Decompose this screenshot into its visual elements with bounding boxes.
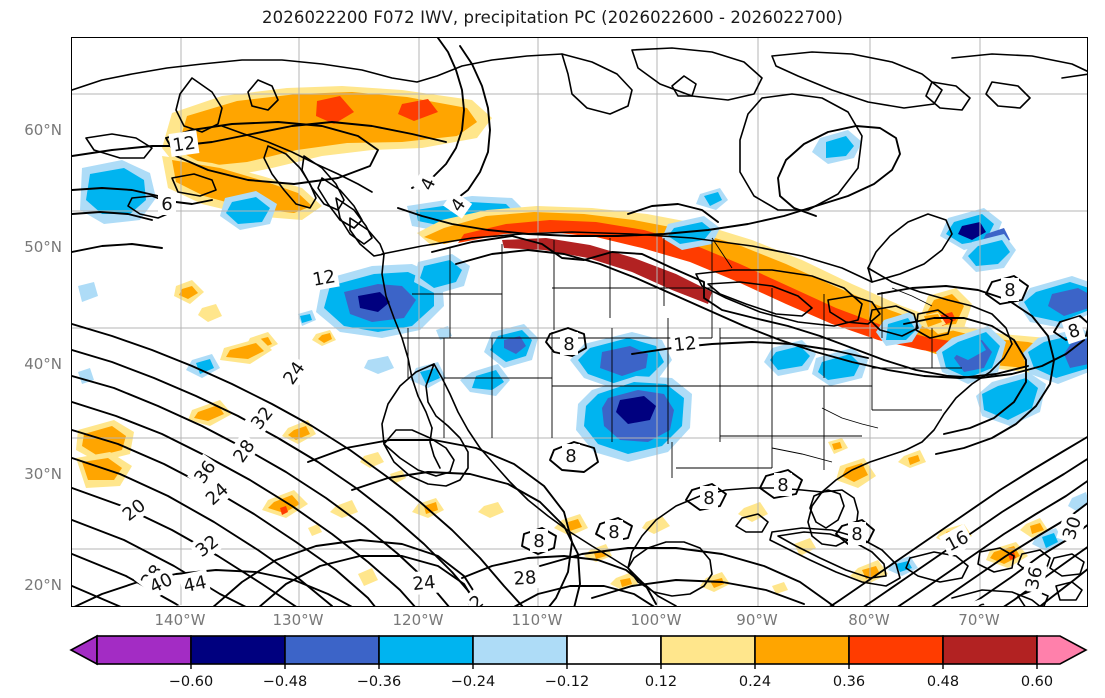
svg-text:12: 12 bbox=[311, 266, 337, 291]
ytick-label-50n: 50°N bbox=[24, 238, 62, 256]
colorbar-tick-7: 0.36 bbox=[832, 674, 866, 690]
xtick-label-80w: 80°W bbox=[848, 611, 890, 629]
svg-text:12: 12 bbox=[171, 133, 197, 157]
colorbar-tick-4: −0.12 bbox=[544, 674, 590, 690]
xtick-label-90w: 90°W bbox=[736, 611, 778, 629]
shaded-contour-layer bbox=[76, 86, 1087, 594]
svg-text:6: 6 bbox=[161, 194, 172, 215]
svg-text:32: 32 bbox=[247, 403, 278, 434]
svg-text:8: 8 bbox=[851, 524, 862, 545]
colorbar-tick-3: −0.24 bbox=[450, 674, 496, 690]
ytick-label-40n: 40°N bbox=[24, 355, 62, 373]
ytick-label-30n: 30°N bbox=[24, 465, 62, 483]
svg-text:28: 28 bbox=[229, 436, 259, 467]
svg-text:36: 36 bbox=[963, 600, 991, 607]
svg-text:36: 36 bbox=[1022, 565, 1047, 592]
map-canvas: 12 6 4 4 12 12 8 8 8 8 8 8 8 8 8 20 24 bbox=[72, 38, 1087, 607]
svg-text:20: 20 bbox=[119, 495, 150, 526]
svg-text:48: 48 bbox=[163, 606, 189, 607]
ytick-label-60n: 60°N bbox=[24, 121, 62, 139]
xtick-label-120w: 120°W bbox=[392, 611, 444, 629]
colorbar-tick-6: 0.24 bbox=[738, 674, 772, 690]
xtick-label-140w: 140°W bbox=[154, 611, 206, 629]
svg-text:44: 44 bbox=[182, 572, 209, 597]
svg-text:24: 24 bbox=[412, 572, 437, 595]
svg-text:24: 24 bbox=[279, 358, 309, 389]
xtick-label-70w: 70°W bbox=[958, 611, 1000, 629]
svg-text:8: 8 bbox=[563, 334, 574, 355]
map-plot-area[interactable]: 12 6 4 4 12 12 8 8 8 8 8 8 8 8 8 20 24 bbox=[71, 37, 1088, 607]
colorbar-tick-1: −0.48 bbox=[262, 674, 308, 690]
colorbar[interactable]: −0.60 −0.48 −0.36 −0.24 −0.12 0.12 0.24 … bbox=[0, 630, 1105, 698]
svg-text:8: 8 bbox=[565, 446, 576, 467]
svg-text:8: 8 bbox=[1004, 280, 1015, 301]
ytick-label-20n: 20°N bbox=[24, 576, 62, 594]
svg-text:8: 8 bbox=[703, 488, 714, 509]
colorbar-tick-8: 0.48 bbox=[926, 674, 960, 690]
xtick-label-110w: 110°W bbox=[511, 611, 563, 629]
colorbar-tick-5: 0.12 bbox=[644, 674, 678, 690]
state-boundaries bbox=[402, 237, 962, 478]
svg-text:8: 8 bbox=[608, 522, 619, 543]
colorbar-under-arrow bbox=[69, 634, 98, 666]
svg-text:8: 8 bbox=[533, 531, 544, 552]
svg-text:8: 8 bbox=[777, 475, 788, 496]
svg-text:12: 12 bbox=[673, 333, 698, 356]
contour-labels: 12 6 4 4 12 12 8 8 8 8 8 8 8 8 8 20 24 bbox=[115, 130, 1087, 607]
svg-text:28: 28 bbox=[513, 567, 537, 590]
page-title: 2026022200 F072 IWV, precipitation PC (2… bbox=[262, 8, 843, 27]
colorbar-tick-0: −0.60 bbox=[168, 674, 214, 690]
xtick-label-130w: 130°W bbox=[272, 611, 324, 629]
colorbar-tick-9: 0.60 bbox=[1020, 674, 1054, 690]
colorbar-swatches bbox=[69, 634, 1088, 669]
colorbar-tick-2: −0.36 bbox=[356, 674, 402, 690]
xtick-label-100w: 100°W bbox=[630, 611, 682, 629]
